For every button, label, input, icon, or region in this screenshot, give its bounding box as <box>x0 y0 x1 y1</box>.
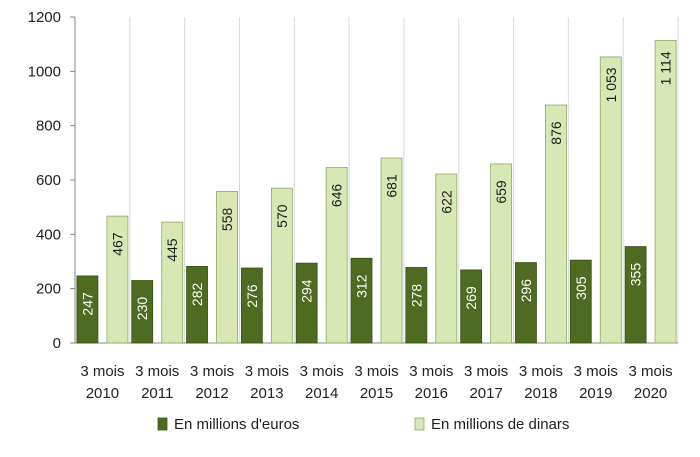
data-label: 269 <box>463 286 479 310</box>
x-tick-label: 3 mois 2013 <box>245 363 289 402</box>
bar[interactable] <box>569 259 592 344</box>
legend-swatch <box>414 417 425 431</box>
x-tick-label: 3 mois 2018 <box>519 363 563 402</box>
bar[interactable] <box>240 267 263 344</box>
y-tick-label: 1000 <box>28 63 61 80</box>
data-label: 296 <box>518 279 534 303</box>
y-tick-label: 600 <box>36 172 61 189</box>
legend-label: En millions de dinars <box>431 416 569 433</box>
bar[interactable] <box>624 246 647 344</box>
x-tick-label: 3 mois 2012 <box>190 363 234 402</box>
bar[interactable] <box>515 262 537 344</box>
y-tick-label: 1200 <box>28 9 61 26</box>
data-label: 558 <box>219 208 235 232</box>
bar[interactable] <box>350 257 373 344</box>
data-label: 467 <box>109 232 125 256</box>
data-label: 659 <box>493 180 509 204</box>
data-label: 681 <box>384 174 400 198</box>
bar[interactable] <box>76 275 99 344</box>
bar[interactable] <box>435 173 458 344</box>
x-tick-label: 3 mois 2019 <box>574 363 618 402</box>
y-tick-label: 400 <box>36 226 61 243</box>
bar[interactable] <box>380 157 403 344</box>
data-label: 570 <box>274 204 290 228</box>
data-label: 445 <box>164 238 180 262</box>
bar[interactable] <box>599 56 622 344</box>
data-label: 278 <box>408 284 424 308</box>
bar[interactable] <box>654 39 677 344</box>
bar[interactable] <box>106 215 129 344</box>
bar[interactable] <box>216 191 238 344</box>
data-label: 1 053 <box>603 67 619 102</box>
legend-label: En millions d'euros <box>174 416 299 433</box>
y-tick-label: 0 <box>53 335 61 352</box>
data-label: 355 <box>628 263 644 287</box>
bar[interactable] <box>161 221 184 344</box>
data-label: 312 <box>354 274 370 298</box>
bar[interactable] <box>405 267 428 344</box>
bar[interactable] <box>295 262 318 344</box>
bar[interactable] <box>490 163 513 344</box>
y-tick-label: 800 <box>36 118 61 135</box>
x-tick-label: 3 mois 2014 <box>300 363 344 402</box>
data-label: 294 <box>299 279 315 303</box>
data-label: 282 <box>189 282 205 306</box>
bar[interactable] <box>460 269 483 344</box>
bar[interactable] <box>270 187 293 344</box>
x-tick-label: 3 mois 2015 <box>354 363 398 402</box>
data-label: 247 <box>79 292 95 316</box>
data-label: 305 <box>573 276 589 300</box>
data-label: 876 <box>548 121 564 145</box>
x-tick-label: 3 mois 2020 <box>628 363 672 402</box>
data-label: 1 114 <box>658 51 674 85</box>
x-tick-label: 3 mois 2017 <box>464 363 508 402</box>
legend-swatch <box>157 417 168 431</box>
data-label: 646 <box>329 184 345 208</box>
x-tick-label: 3 mois 2011 <box>135 363 179 402</box>
data-label: 622 <box>438 190 454 214</box>
data-label: 276 <box>244 284 260 308</box>
y-tick-label: 200 <box>36 281 61 298</box>
bar[interactable] <box>131 280 154 344</box>
bar[interactable] <box>325 167 348 344</box>
x-tick-label: 3 mois 2016 <box>409 363 453 402</box>
bar[interactable] <box>186 265 208 344</box>
x-tick-label: 3 mois 2010 <box>80 363 124 402</box>
bar[interactable] <box>545 104 567 344</box>
data-label: 230 <box>134 297 150 321</box>
